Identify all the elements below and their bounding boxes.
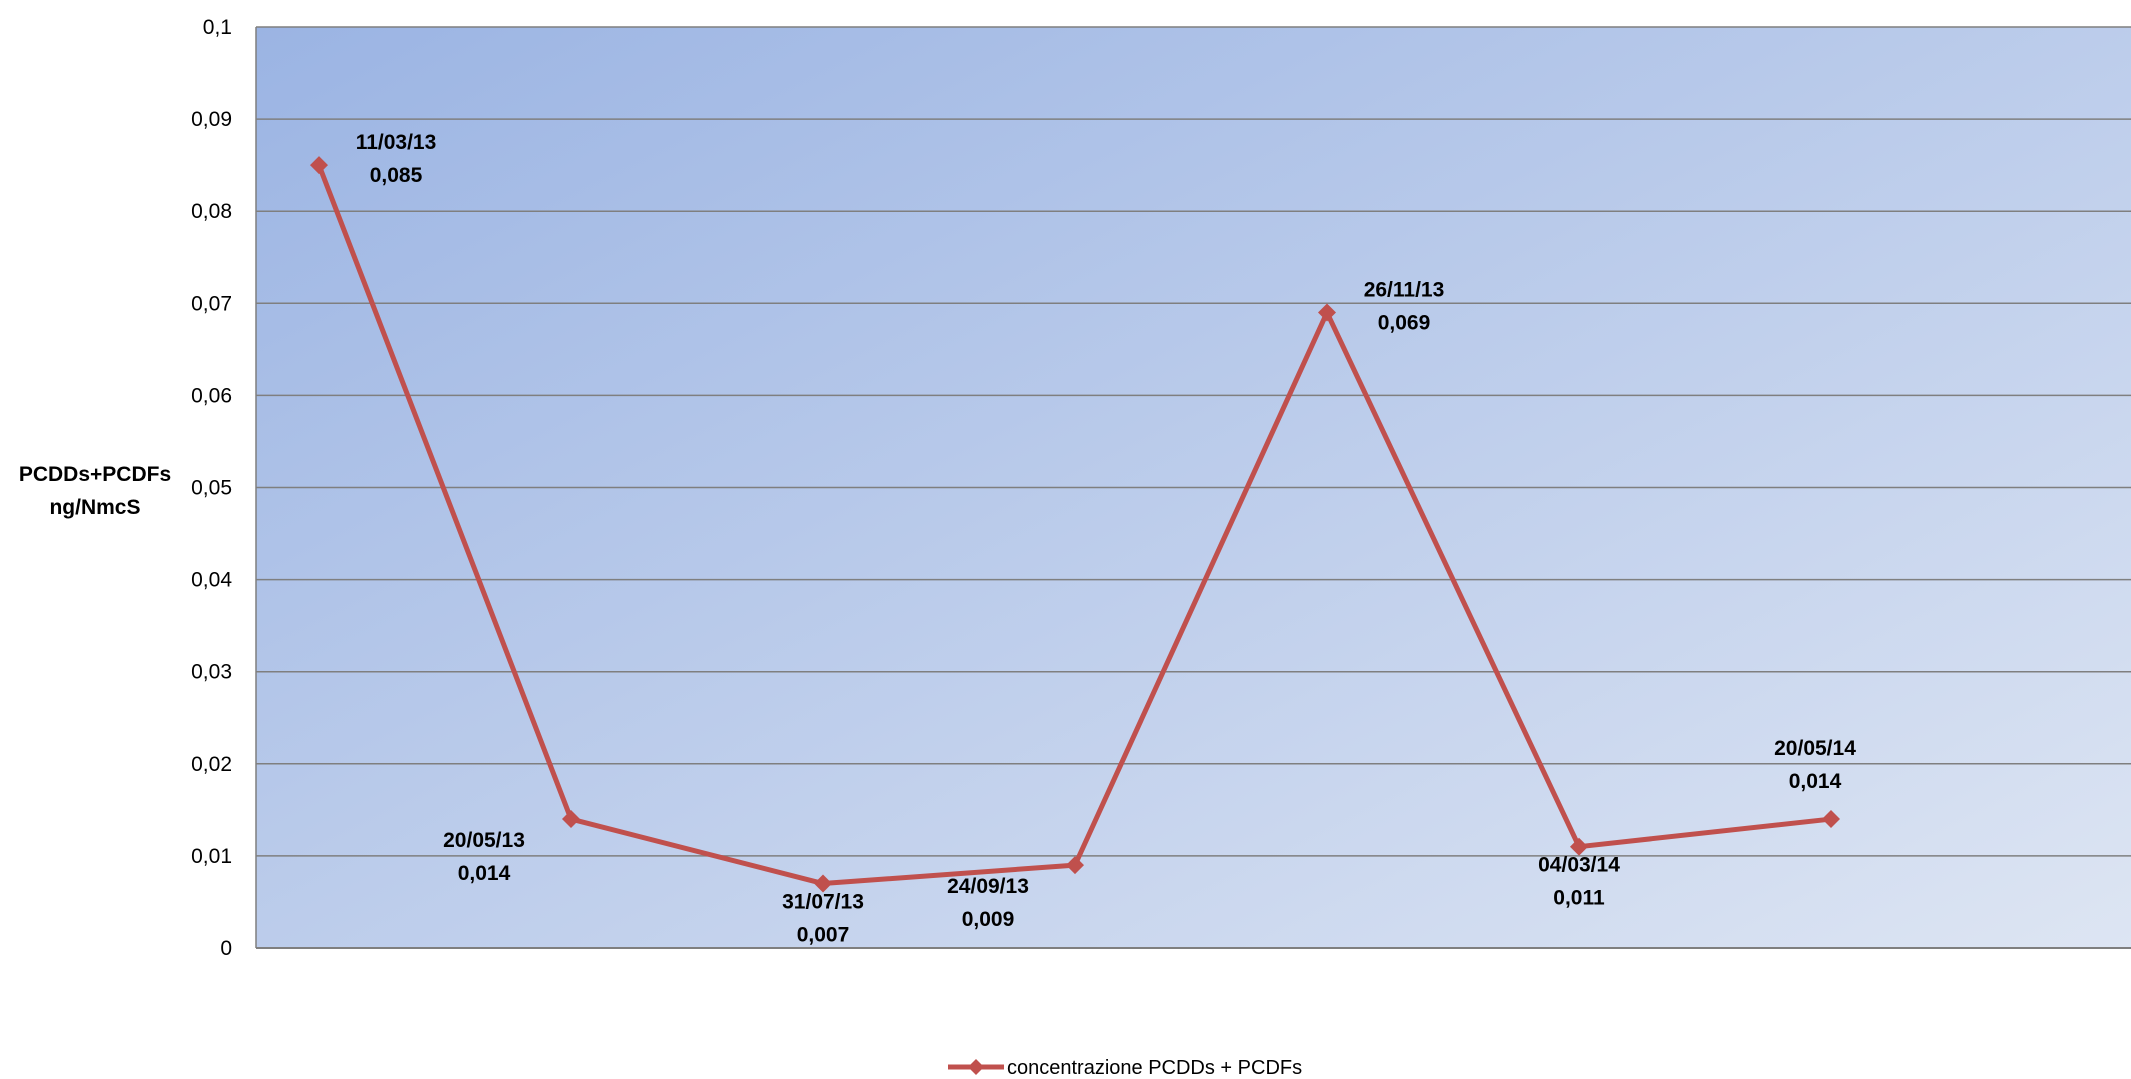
y-axis-label-line: ng/NmcS	[49, 496, 140, 519]
data-label-value: 0,085	[370, 164, 423, 187]
y-tick-label: 0,08	[191, 200, 232, 223]
y-tick-label: 0,09	[191, 108, 232, 131]
series-group: 11/03/13 0,085 20/05/13 0,014 31/07/13 0,007 2…	[310, 131, 1856, 947]
data-label: 11/03/13 0,085	[356, 131, 437, 187]
data-point-marker	[1570, 837, 1588, 856]
data-label-value: 0,069	[1378, 312, 1431, 335]
data-label: 04/03/14 0,011	[1538, 854, 1620, 910]
legend-marker-swatch	[968, 1059, 984, 1075]
y-tick-label: 0,05	[191, 477, 232, 500]
y-tick-label: 0	[220, 937, 232, 960]
y-tick-label: 0,03	[191, 661, 232, 684]
gridlines	[255, 26, 2131, 949]
data-label-date: 11/03/13	[356, 131, 437, 154]
legend-entry-label: concentrazione PCDDs + PCDFs	[1007, 1057, 1302, 1079]
y-tick-label: 0,1	[203, 16, 232, 39]
data-label: 31/07/13 0,007	[782, 891, 864, 947]
y-tick-label: 0,04	[191, 569, 232, 592]
data-point-marker	[1066, 856, 1084, 875]
data-point-marker	[1318, 303, 1336, 322]
data-label-date: 26/11/13	[1364, 279, 1445, 302]
data-point-marker	[814, 874, 832, 893]
data-label: 26/11/13 0,069	[1364, 279, 1445, 335]
y-axis-ticks: 0 0,01 0,02 0,03 0,04 0,05 0,06 0,07 0,08 0,09 0,1	[191, 16, 232, 960]
legend: concentrazione PCDDs + PCDFs	[948, 1057, 1302, 1079]
data-label-value: 0,007	[797, 924, 850, 947]
data-point-marker	[1822, 810, 1840, 829]
y-tick-label: 0,01	[191, 845, 232, 868]
y-tick-label: 0,07	[191, 292, 232, 315]
data-label: 20/05/14 0,014	[1774, 737, 1856, 793]
y-tick-label: 0,06	[191, 384, 232, 407]
data-label-date: 24/09/13	[947, 875, 1029, 898]
data-label: 24/09/13 0,009	[947, 875, 1029, 931]
data-label-date: 20/05/14	[1774, 737, 1856, 760]
data-label-date: 04/03/14	[1538, 854, 1620, 877]
y-tick-label: 0,02	[191, 753, 232, 776]
y-axis-label-line: PCDDs+PCDFs	[19, 463, 171, 486]
data-label-date: 20/05/13	[443, 829, 525, 852]
data-label: 20/05/13 0,014	[443, 829, 525, 885]
data-point-marker	[562, 810, 580, 829]
data-label-date: 31/07/13	[782, 891, 864, 914]
y-axis-label: PCDDs+PCDFs ng/NmcS	[19, 463, 171, 519]
data-label-value: 0,014	[1789, 770, 1842, 793]
data-point-marker	[310, 156, 328, 175]
data-label-value: 0,014	[458, 862, 511, 885]
data-label-value: 0,011	[1553, 887, 1605, 910]
data-label-value: 0,009	[962, 908, 1015, 931]
